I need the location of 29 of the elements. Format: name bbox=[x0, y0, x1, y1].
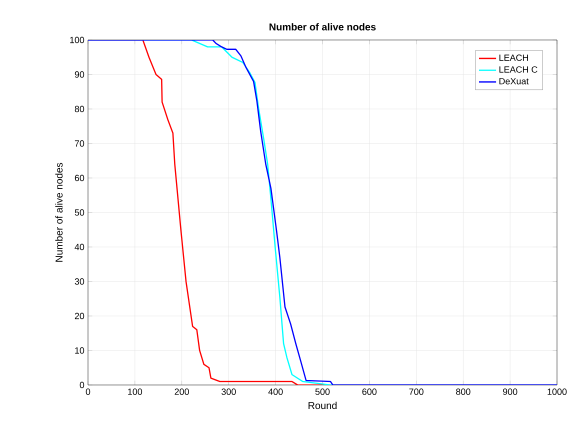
y-tick-label: 40 bbox=[74, 244, 84, 250]
x-tick-label: 1000 bbox=[548, 388, 567, 395]
y-tick-label: 30 bbox=[74, 278, 84, 285]
y-tick-label: 10 bbox=[75, 347, 84, 354]
y-tick-label: 20 bbox=[74, 312, 84, 320]
y-tick-label: 100 bbox=[70, 36, 84, 44]
chart-title: Number of alive nodes bbox=[270, 23, 376, 30]
x-axis-title: Round bbox=[308, 402, 337, 410]
x-tick-label: 500 bbox=[315, 388, 330, 395]
x-tick-label: 300 bbox=[222, 388, 236, 395]
y-tick-label: 50 bbox=[74, 209, 84, 216]
x-tick-label: 600 bbox=[362, 388, 377, 395]
x-tick-label: 200 bbox=[174, 388, 189, 395]
legend-label: LEACH bbox=[499, 54, 528, 61]
x-tick-label: 700 bbox=[409, 388, 424, 395]
legend-label: DeXuat bbox=[499, 78, 529, 84]
x-tick-label: 100 bbox=[128, 388, 142, 395]
y-tick-label: 70 bbox=[74, 140, 84, 147]
y-tick-label: 60 bbox=[74, 174, 84, 182]
legend-label: LEACH C bbox=[499, 66, 538, 73]
x-tick-label: 800 bbox=[456, 388, 470, 395]
x-tick-label: 0 bbox=[86, 388, 90, 395]
y-tick-label: 90 bbox=[74, 71, 84, 78]
y-tick-label: 80 bbox=[74, 106, 84, 112]
y-tick-label: 0 bbox=[80, 382, 84, 388]
x-tick-label: 900 bbox=[503, 388, 518, 395]
x-tick-label: 400 bbox=[268, 388, 283, 395]
line-series bbox=[88, 40, 557, 385]
y-axis-title: Number of alive nodes bbox=[55, 162, 63, 262]
